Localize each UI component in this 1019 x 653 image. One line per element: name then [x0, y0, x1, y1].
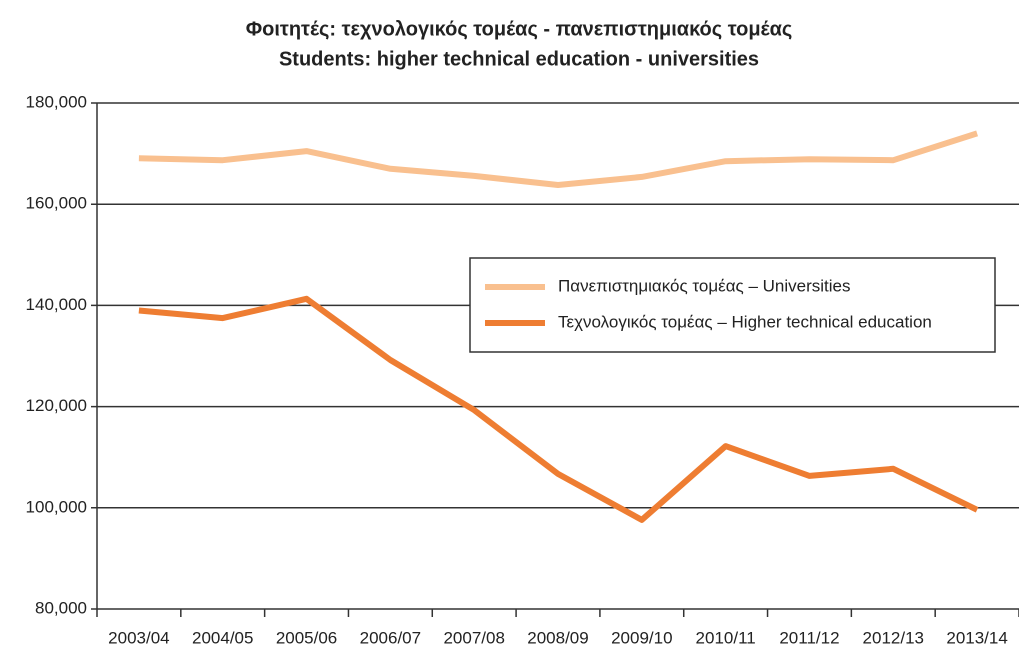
x-tick-label: 2010/11 — [696, 628, 756, 647]
chart-title: Φοιτητές: τεχνολογικός τομέας - πανεπιστ… — [246, 18, 793, 40]
x-tick-label: 2006/07 — [360, 628, 421, 647]
x-tick-label: 2011/12 — [779, 628, 839, 647]
legend-label: Τεχνολογικός τομέας – Higher technical e… — [558, 312, 932, 331]
x-tick-label: 2013/14 — [946, 628, 1007, 647]
y-tick-label: 140,000 — [26, 295, 87, 314]
series-line — [138, 130, 979, 188]
y-tick-label: 100,000 — [26, 497, 87, 516]
x-tick-label: 2004/05 — [192, 628, 253, 647]
legend-box — [469, 257, 996, 353]
y-tick-label: 160,000 — [26, 194, 87, 213]
y-tick-label: 80,000 — [35, 598, 87, 617]
x-tick-label: 2009/10 — [611, 628, 672, 647]
series-line — [138, 295, 979, 523]
x-tick-label: 2008/09 — [527, 628, 588, 647]
x-tick-label: 2012/13 — [863, 628, 924, 647]
legend-label: Πανεπιστημιακός τομέας – Universities — [558, 276, 851, 295]
x-tick-label: 2003/04 — [108, 628, 169, 647]
y-tick-label: 180,000 — [26, 92, 87, 111]
x-tick-label: 2007/08 — [443, 628, 504, 647]
chart-subtitle: Students: higher technical education - u… — [279, 48, 759, 70]
y-tick-label: 120,000 — [26, 396, 87, 415]
x-tick-label: 2005/06 — [276, 628, 337, 647]
